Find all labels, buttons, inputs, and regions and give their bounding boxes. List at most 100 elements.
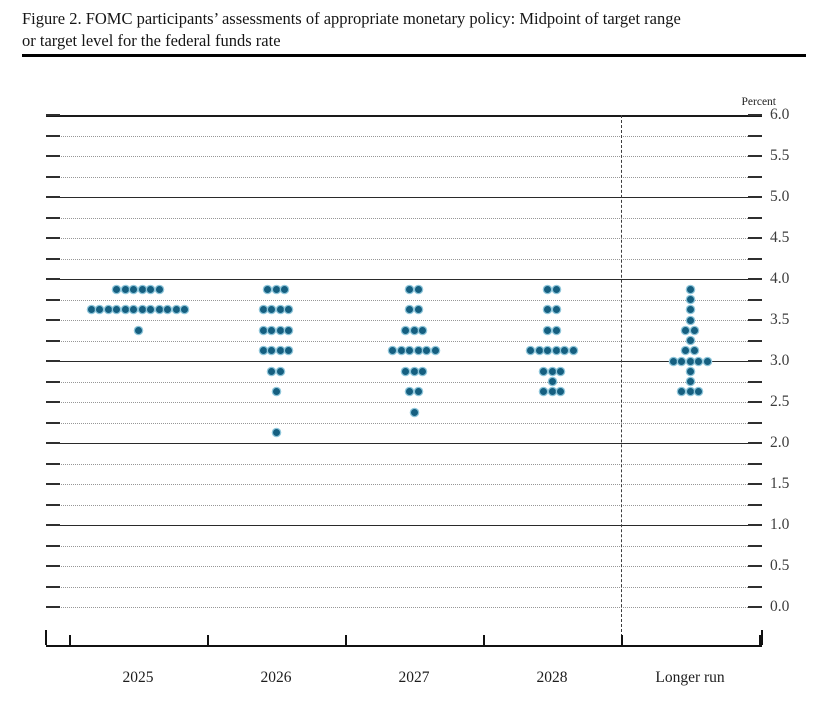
projection-dot — [389, 347, 397, 355]
gridline-2.50 — [46, 402, 762, 403]
projection-dot — [406, 306, 414, 314]
y-tick-label: 2.5 — [770, 393, 790, 410]
projection-dot — [414, 306, 422, 314]
projection-dot — [548, 378, 556, 385]
projection-dot — [423, 347, 431, 355]
gridline-left-tick — [46, 257, 60, 260]
projection-dot — [544, 285, 552, 293]
projection-dot — [272, 388, 280, 396]
projection-dot — [527, 347, 535, 355]
x-axis — [46, 645, 762, 647]
projection-dot — [402, 326, 409, 334]
projection-dot — [410, 408, 418, 416]
projection-dot — [686, 378, 694, 385]
projection-dot — [164, 306, 172, 314]
gridline-right-tick — [748, 298, 762, 301]
gridline-left-tick — [46, 606, 60, 608]
projection-dot — [540, 388, 547, 396]
gridline-right-tick — [748, 544, 762, 547]
projection-dot — [406, 285, 414, 293]
gridline-4.50 — [46, 238, 762, 239]
gridline-right-tick — [748, 216, 762, 219]
gridline-left-tick — [46, 134, 60, 137]
projection-dot — [569, 347, 577, 355]
y-tick-label: 1.5 — [770, 475, 790, 492]
projection-dot — [548, 367, 556, 375]
projection-dot — [686, 367, 694, 375]
figure-title-line1: Figure 2. FOMC participants’ assessments… — [22, 9, 681, 28]
projection-dot — [402, 367, 409, 375]
projection-dot — [259, 306, 267, 314]
projection-dot — [272, 429, 280, 437]
projection-dot — [130, 306, 138, 314]
y-tick-label: 3.0 — [770, 352, 790, 369]
gridline-right-tick — [748, 380, 762, 383]
gridline-right-tick — [748, 503, 762, 506]
gridline-2.25 — [46, 422, 762, 424]
gridline-left-tick — [46, 401, 60, 403]
x-axis-tick — [621, 635, 623, 645]
projection-dot — [268, 367, 276, 375]
projection-dot — [690, 347, 698, 355]
projection-dot — [172, 306, 180, 314]
x-axis-tick — [483, 635, 485, 645]
gridline-right-tick — [748, 585, 762, 588]
y-tick-label: 2.0 — [770, 434, 790, 451]
projection-dot — [552, 326, 560, 334]
projection-dot — [552, 306, 560, 314]
x-axis-tick — [69, 635, 71, 645]
gridline-4.00 — [46, 279, 762, 280]
gridline-5.00 — [46, 197, 762, 198]
projection-dot — [419, 367, 426, 375]
gridline-left-tick — [46, 442, 60, 444]
projection-dot — [121, 306, 129, 314]
projection-dot — [410, 367, 418, 375]
figure-title-line2: or target level for the federal funds ra… — [22, 31, 281, 50]
projection-dot — [285, 347, 293, 355]
projection-dot — [285, 306, 293, 314]
projection-dot — [552, 347, 560, 355]
y-tick-label: 3.5 — [770, 311, 790, 328]
gridline-0.25 — [46, 586, 762, 588]
projection-dot — [544, 347, 552, 355]
gridline-right-tick — [748, 606, 762, 608]
gridline-left-tick — [46, 360, 60, 362]
gridline-right-tick — [748, 462, 762, 465]
gridline-left-tick — [46, 339, 60, 342]
gridline-right-tick — [748, 175, 762, 178]
projection-dot — [410, 326, 418, 334]
y-axis-unit-label: Percent — [741, 96, 776, 108]
gridline-right-tick — [748, 155, 762, 157]
projection-dot — [540, 367, 547, 375]
x-category-label: 2025 — [122, 669, 154, 686]
projection-dot — [406, 388, 414, 396]
y-tick-label: 5.5 — [770, 147, 790, 164]
x-axis-tick — [759, 635, 761, 645]
gridline-5.50 — [46, 156, 762, 157]
x-category-label: 2027 — [398, 669, 430, 686]
y-tick-label: 4.0 — [770, 270, 790, 287]
gridline-left-tick — [46, 196, 60, 198]
projection-dot — [104, 306, 112, 314]
x-axis-tick — [207, 635, 209, 645]
projection-dot — [147, 285, 155, 293]
projection-dot — [113, 306, 121, 314]
projection-dot — [272, 285, 280, 293]
gridline-1.50 — [46, 484, 762, 485]
projection-dot — [678, 388, 685, 396]
gridline-right-tick — [748, 483, 762, 485]
x-category-label: Longer run — [655, 669, 725, 686]
projection-dot — [406, 347, 414, 355]
projection-dot — [678, 357, 685, 365]
projection-dot — [544, 306, 552, 314]
projection-dot — [276, 367, 284, 375]
gridline-left-tick — [46, 421, 60, 424]
gridline-0.50 — [46, 566, 762, 567]
projection-dot — [285, 326, 293, 334]
projection-dot — [561, 347, 569, 355]
gridline-2.00 — [46, 443, 762, 444]
gridline-right-tick — [748, 442, 762, 444]
projection-dot — [155, 285, 163, 293]
gridline-right-tick — [748, 278, 762, 280]
projection-dot — [121, 285, 129, 293]
